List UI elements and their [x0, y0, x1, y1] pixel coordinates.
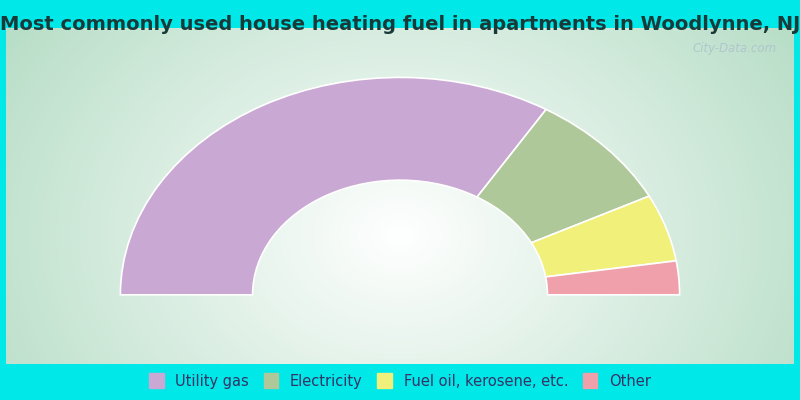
Circle shape — [396, 242, 404, 248]
Circle shape — [399, 245, 401, 246]
Circle shape — [393, 240, 407, 251]
Circle shape — [395, 242, 405, 249]
Circle shape — [399, 244, 401, 246]
Circle shape — [399, 245, 401, 246]
Circle shape — [395, 242, 405, 249]
Circle shape — [397, 243, 403, 248]
Circle shape — [398, 244, 402, 247]
Circle shape — [398, 244, 402, 247]
Circle shape — [394, 240, 406, 250]
Circle shape — [398, 244, 402, 247]
Circle shape — [398, 244, 402, 247]
Circle shape — [396, 242, 404, 248]
Circle shape — [397, 243, 403, 248]
Legend: Utility gas, Electricity, Fuel oil, kerosene, etc., Other: Utility gas, Electricity, Fuel oil, kero… — [145, 369, 655, 393]
Circle shape — [394, 241, 406, 250]
Text: City-Data.com: City-Data.com — [692, 42, 776, 55]
Circle shape — [396, 242, 404, 249]
Circle shape — [394, 241, 406, 250]
Circle shape — [398, 244, 402, 246]
Circle shape — [397, 243, 403, 248]
Circle shape — [395, 242, 405, 249]
Circle shape — [394, 241, 406, 250]
Circle shape — [395, 242, 405, 249]
Circle shape — [394, 241, 406, 250]
Circle shape — [398, 244, 402, 246]
Circle shape — [396, 242, 404, 248]
Circle shape — [398, 244, 402, 247]
Wedge shape — [477, 110, 649, 243]
Circle shape — [398, 244, 402, 247]
Wedge shape — [531, 196, 676, 277]
Circle shape — [394, 240, 406, 250]
Circle shape — [395, 242, 405, 249]
Text: Most commonly used house heating fuel in apartments in Woodlynne, NJ: Most commonly used house heating fuel in… — [0, 15, 800, 34]
Circle shape — [394, 241, 406, 250]
Circle shape — [397, 243, 403, 248]
Circle shape — [396, 242, 404, 248]
Circle shape — [395, 242, 405, 250]
Circle shape — [395, 242, 405, 249]
Circle shape — [394, 241, 406, 250]
Circle shape — [398, 243, 402, 248]
Circle shape — [396, 242, 404, 249]
Circle shape — [398, 244, 402, 247]
Circle shape — [399, 245, 401, 246]
Circle shape — [398, 243, 402, 248]
Circle shape — [394, 240, 406, 250]
Circle shape — [397, 243, 403, 248]
Circle shape — [397, 243, 403, 248]
Circle shape — [397, 243, 403, 248]
Circle shape — [394, 240, 406, 250]
Circle shape — [398, 244, 402, 247]
Circle shape — [398, 244, 402, 247]
Circle shape — [399, 244, 401, 246]
Circle shape — [398, 244, 402, 246]
Circle shape — [395, 242, 405, 249]
Circle shape — [394, 241, 406, 250]
Circle shape — [399, 245, 401, 246]
Wedge shape — [120, 78, 546, 295]
Circle shape — [394, 241, 406, 250]
Circle shape — [398, 244, 402, 246]
Circle shape — [398, 243, 402, 248]
Circle shape — [398, 244, 402, 247]
Circle shape — [393, 240, 407, 251]
Circle shape — [394, 240, 406, 250]
Circle shape — [396, 242, 404, 249]
Circle shape — [394, 241, 406, 250]
Circle shape — [397, 243, 403, 248]
Circle shape — [398, 244, 402, 247]
Circle shape — [399, 245, 401, 246]
Circle shape — [394, 241, 406, 250]
Circle shape — [393, 240, 407, 251]
Circle shape — [395, 242, 405, 249]
Circle shape — [396, 242, 404, 248]
Circle shape — [399, 245, 401, 246]
Wedge shape — [546, 261, 680, 295]
Circle shape — [396, 242, 404, 249]
Circle shape — [399, 245, 401, 246]
Circle shape — [394, 240, 406, 250]
Circle shape — [394, 240, 406, 251]
Circle shape — [398, 244, 402, 247]
Circle shape — [397, 243, 403, 248]
Circle shape — [394, 241, 406, 250]
